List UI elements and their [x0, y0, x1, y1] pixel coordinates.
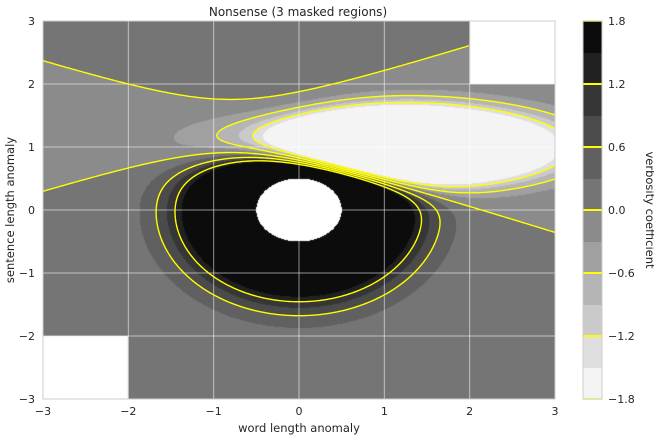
colorbar-band — [583, 304, 602, 337]
y-tick-label: −1 — [19, 267, 35, 280]
colorbar-band — [583, 147, 602, 179]
x-axis: −3 −2 −1 0 1 2 3 — [35, 405, 559, 418]
colorbar-tick-label: 0.0 — [608, 204, 626, 217]
colorbar: 1.8 1.2 0.6 0.0 −0.6 −1.2 −1.8 verbosity coeff… — [582, 15, 654, 406]
colorbar-tick-label: 1.8 — [608, 15, 626, 28]
colorbar-band — [583, 115, 602, 148]
y-tick-label: 2 — [28, 78, 35, 91]
colorbar-band — [583, 241, 602, 274]
x-tick-label: 1 — [381, 405, 388, 418]
x-tick-label: 3 — [552, 405, 559, 418]
colorbar-frame — [582, 20, 603, 400]
colorbar-ticks: 1.8 1.2 0.6 0.0 −0.6 −1.2 −1.8 — [608, 15, 635, 406]
contour-line-1 — [216, 94, 556, 194]
colorbar-tick-label: −1.8 — [608, 393, 635, 406]
contour-line-3 — [155, 156, 441, 317]
x-tick-label: −3 — [35, 405, 51, 418]
x-tick-label: −2 — [120, 405, 136, 418]
y-tick-label: 0 — [28, 204, 35, 217]
colorbar-band — [583, 52, 602, 85]
plot-area — [42, 20, 556, 400]
chart-title: Nonsense (3 masked regions) — [209, 5, 387, 19]
y-tick-label: −2 — [19, 330, 35, 343]
y-tick-label: 3 — [28, 15, 35, 28]
contour-lines — [42, 45, 556, 317]
colorbar-band — [583, 84, 602, 116]
colorbar-band — [583, 367, 602, 400]
y-tick-label: 1 — [28, 141, 35, 154]
colorbar-band — [583, 336, 602, 368]
y-tick-label: −3 — [19, 393, 35, 406]
colorbar-band — [583, 21, 602, 53]
colorbar-band — [583, 210, 602, 242]
colorbar-tick-label: 0.6 — [608, 141, 626, 154]
x-tick-label: 0 — [296, 405, 303, 418]
colorbar-bands — [583, 21, 602, 400]
y-axis-label: sentence length anomaly — [3, 137, 17, 283]
colorbar-band — [583, 178, 602, 211]
x-axis-label: word length anomaly — [238, 421, 360, 435]
y-axis: −3 −2 −1 0 1 2 3 — [19, 15, 35, 406]
x-tick-label: 2 — [466, 405, 473, 418]
colorbar-label: verbosity coefficient — [643, 151, 654, 269]
colorbar-tick-label: −0.6 — [608, 267, 635, 280]
colorbar-band — [583, 273, 602, 305]
colorbar-tick-label: −1.2 — [608, 330, 635, 343]
contour-line-4 — [174, 160, 423, 303]
x-tick-label: −1 — [206, 405, 222, 418]
contour-line-0 — [252, 101, 556, 188]
colorbar-tick-label: 1.2 — [608, 78, 626, 91]
plot-frame — [42, 20, 556, 400]
grid-lines — [43, 21, 555, 399]
